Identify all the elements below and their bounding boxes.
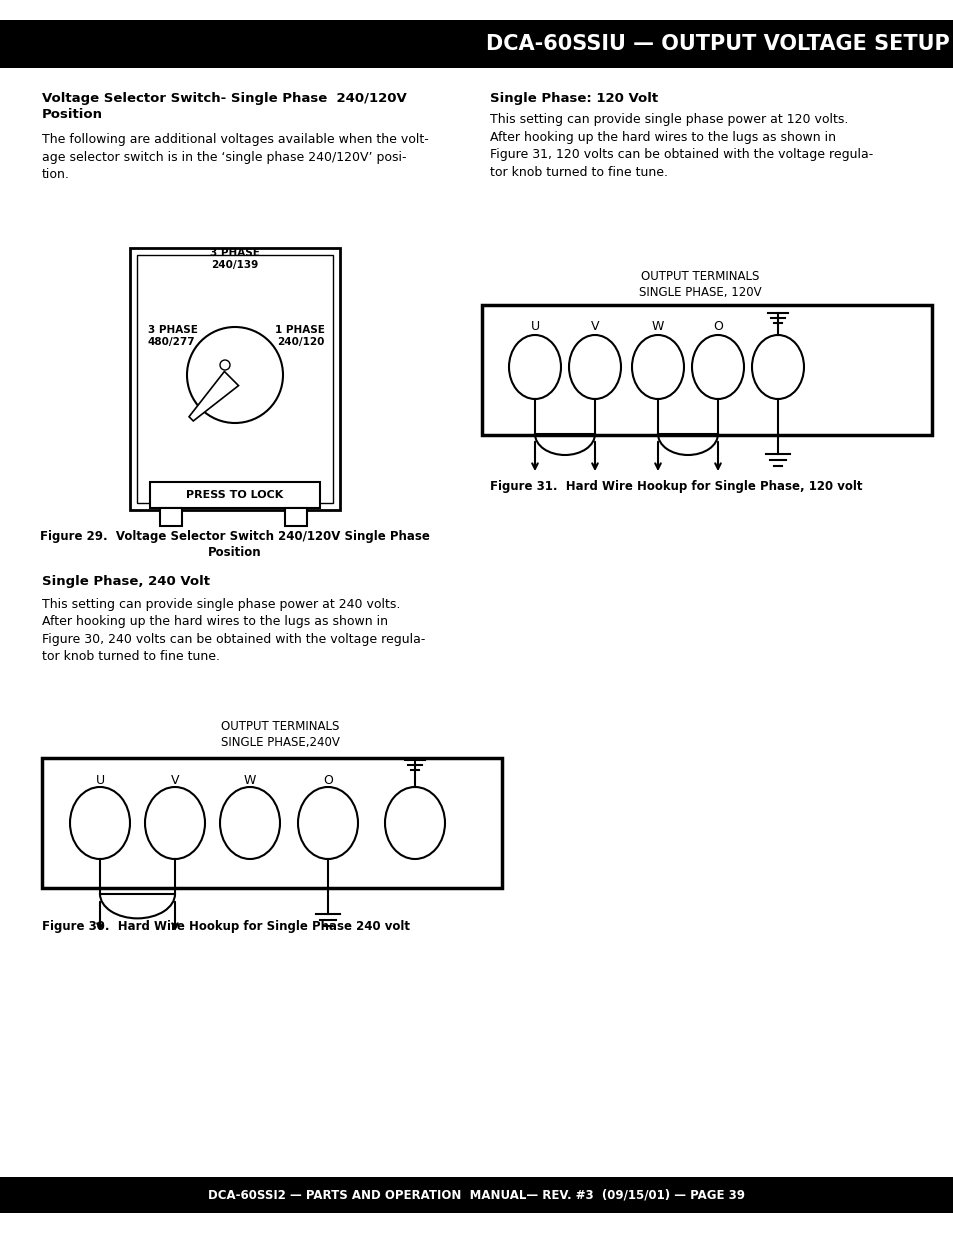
Text: DCA-60SSI2 — PARTS AND OPERATION  MANUAL— REV. #3  (09/15/01) — PAGE 39: DCA-60SSI2 — PARTS AND OPERATION MANUAL—…: [209, 1188, 744, 1202]
Text: U: U: [530, 321, 539, 333]
Bar: [42, 758, 501, 888]
Ellipse shape: [385, 787, 444, 860]
Bar: [0, 1177, 953, 1213]
Text: V: V: [590, 321, 598, 333]
Text: This setting can provide single phase power at 120 volts.
After hooking up the h: This setting can provide single phase po…: [490, 112, 872, 179]
Text: This setting can provide single phase power at 240 volts.
After hooking up the h: This setting can provide single phase po…: [42, 598, 425, 663]
Bar: [137, 254, 333, 503]
Text: Voltage Selector Switch- Single Phase  240/120V
Position: Voltage Selector Switch- Single Phase 24…: [42, 91, 406, 121]
Ellipse shape: [220, 787, 280, 860]
Circle shape: [187, 327, 283, 424]
Text: OUTPUT TERMINALS
SINGLE PHASE,240V: OUTPUT TERMINALS SINGLE PHASE,240V: [220, 720, 339, 748]
Text: Single Phase: 120 Volt: Single Phase: 120 Volt: [490, 91, 658, 105]
Bar: [285, 508, 307, 526]
Bar: [150, 482, 319, 508]
Text: W: W: [651, 321, 663, 333]
Text: 3 PHASE
240/139: 3 PHASE 240/139: [210, 248, 259, 269]
Text: W: W: [244, 773, 256, 787]
Text: O: O: [323, 773, 333, 787]
Text: Single Phase, 240 Volt: Single Phase, 240 Volt: [42, 576, 210, 588]
Bar: [160, 508, 182, 526]
Bar: [481, 305, 931, 435]
Text: The following are additional voltages available when the volt-
age selector swit: The following are additional voltages av…: [42, 133, 428, 182]
Ellipse shape: [631, 335, 683, 399]
Ellipse shape: [751, 335, 803, 399]
Circle shape: [220, 359, 230, 370]
Text: O: O: [712, 321, 722, 333]
Text: U: U: [95, 773, 105, 787]
Text: Figure 30.  Hard Wire Hookup for Single Phase 240 volt: Figure 30. Hard Wire Hookup for Single P…: [42, 920, 410, 932]
Ellipse shape: [509, 335, 560, 399]
Text: Figure 31.  Hard Wire Hookup for Single Phase, 120 volt: Figure 31. Hard Wire Hookup for Single P…: [490, 480, 862, 493]
Bar: [130, 248, 339, 510]
Polygon shape: [189, 372, 238, 421]
Ellipse shape: [568, 335, 620, 399]
Text: 3 PHASE
480/277: 3 PHASE 480/277: [148, 325, 197, 347]
Text: DCA-60SSIU — OUTPUT VOLTAGE SETUP: DCA-60SSIU — OUTPUT VOLTAGE SETUP: [486, 35, 949, 54]
Ellipse shape: [297, 787, 357, 860]
Ellipse shape: [145, 787, 205, 860]
Text: V: V: [171, 773, 179, 787]
Text: OUTPUT TERMINALS
SINGLE PHASE, 120V: OUTPUT TERMINALS SINGLE PHASE, 120V: [638, 270, 760, 299]
Text: Figure 29.  Voltage Selector Switch 240/120V Single Phase
Position: Figure 29. Voltage Selector Switch 240/1…: [40, 530, 430, 559]
Ellipse shape: [70, 787, 130, 860]
Text: PRESS TO LOCK: PRESS TO LOCK: [186, 490, 283, 500]
Bar: [0, 20, 953, 68]
Ellipse shape: [691, 335, 743, 399]
Text: 1 PHASE
240/120: 1 PHASE 240/120: [274, 325, 325, 347]
